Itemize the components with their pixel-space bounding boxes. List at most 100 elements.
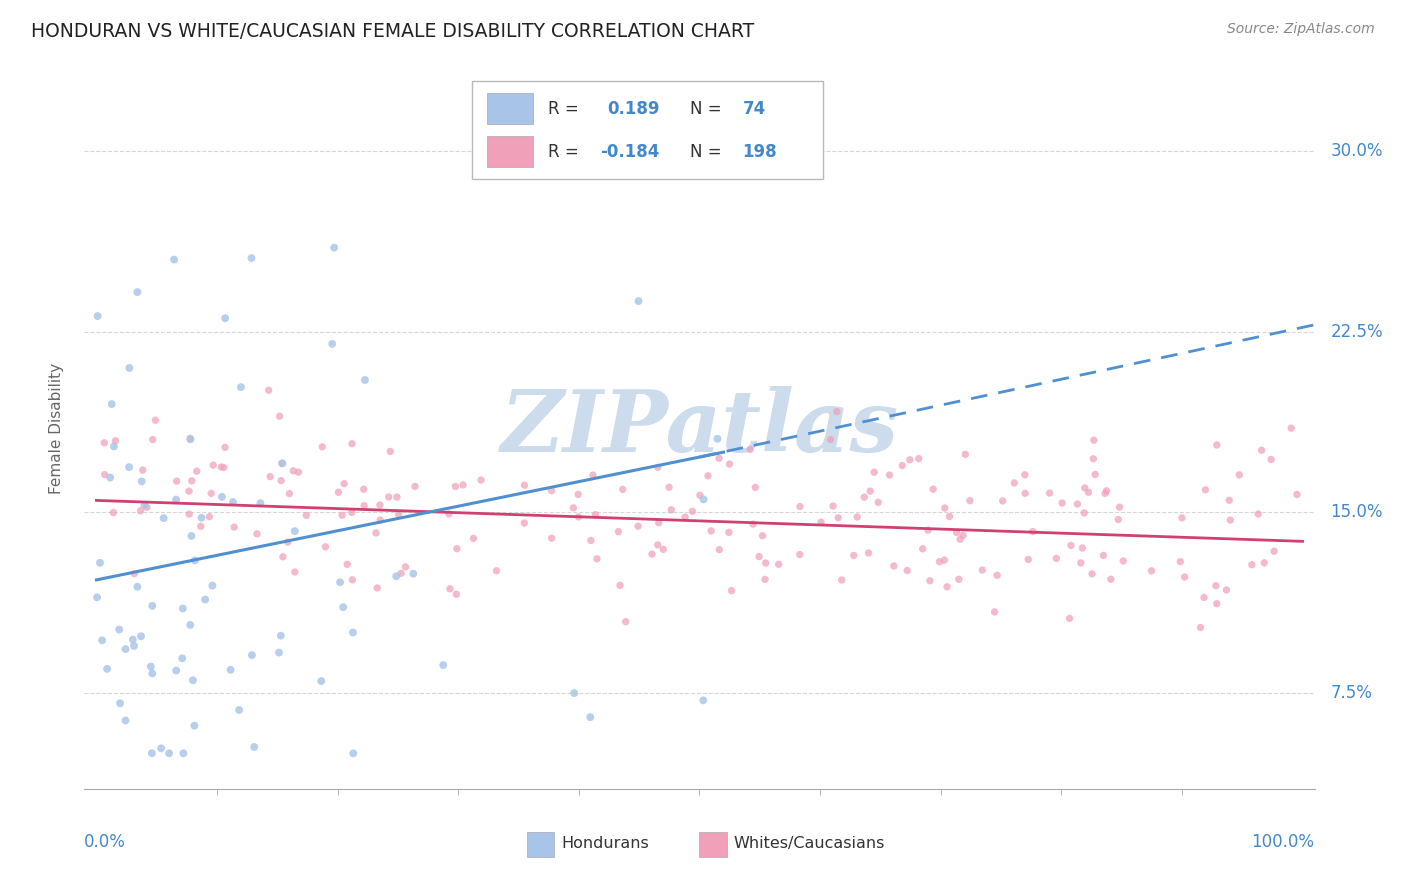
Point	[582, 468, 605, 483]
Point	[991, 494, 1014, 508]
Point	[1247, 507, 1270, 521]
Point	[1219, 513, 1241, 527]
Point	[896, 564, 918, 578]
Point	[89, 556, 111, 570]
Point	[718, 457, 741, 471]
Point	[385, 569, 408, 583]
Point	[1070, 556, 1092, 570]
Point	[1094, 486, 1116, 500]
FancyBboxPatch shape	[472, 81, 823, 179]
Point	[917, 523, 939, 537]
Point	[1250, 443, 1272, 458]
Point	[614, 615, 637, 629]
Point	[853, 490, 876, 504]
Point	[463, 532, 485, 546]
Point	[1140, 564, 1163, 578]
Point	[1192, 591, 1215, 605]
Text: 198: 198	[742, 143, 778, 161]
Point	[470, 473, 492, 487]
Point	[181, 673, 204, 688]
Point	[859, 484, 882, 499]
Point	[1107, 512, 1129, 526]
Point	[446, 541, 468, 556]
Point	[439, 582, 461, 596]
Point	[139, 659, 162, 673]
Point	[108, 623, 131, 637]
Point	[911, 541, 934, 556]
Point	[228, 703, 250, 717]
Point	[1084, 467, 1107, 482]
Point	[202, 458, 225, 472]
Point	[201, 578, 224, 592]
Point	[1218, 493, 1240, 508]
Point	[200, 486, 222, 500]
Point	[579, 533, 602, 548]
Point	[284, 565, 307, 579]
Point	[246, 526, 269, 541]
Point	[385, 490, 408, 504]
Point	[222, 495, 245, 509]
Text: N =: N =	[690, 100, 721, 118]
Point	[100, 397, 122, 411]
Point	[1039, 486, 1062, 500]
Point	[1279, 421, 1302, 435]
Point	[387, 507, 409, 521]
Point	[270, 457, 292, 471]
Point	[377, 490, 399, 504]
Point	[1081, 566, 1104, 581]
Point	[129, 504, 152, 518]
Text: 0.189: 0.189	[607, 100, 659, 118]
Point	[132, 463, 155, 477]
Point	[321, 336, 343, 351]
Point	[190, 519, 212, 533]
Point	[983, 605, 1005, 619]
Text: Whites/Caucasians: Whites/Caucasians	[734, 836, 886, 851]
Point	[707, 451, 730, 466]
Point	[194, 592, 217, 607]
Point	[198, 509, 221, 524]
Point	[340, 506, 363, 520]
Point	[820, 433, 842, 447]
Point	[179, 433, 201, 447]
Point	[278, 486, 301, 500]
Point	[1194, 483, 1216, 497]
Point	[165, 664, 187, 678]
Point	[342, 625, 364, 640]
Point	[607, 524, 630, 539]
Point	[562, 500, 585, 515]
Point	[1205, 579, 1227, 593]
Point	[1215, 582, 1237, 597]
Bar	[486, 136, 533, 167]
Point	[163, 252, 186, 267]
Point	[647, 460, 669, 475]
Point	[152, 511, 174, 525]
Point	[823, 499, 845, 513]
Point	[627, 519, 650, 533]
Text: 0.0%: 0.0%	[84, 833, 127, 851]
Point	[692, 693, 714, 707]
Point	[1014, 486, 1036, 500]
Y-axis label: Female Disability: Female Disability	[49, 362, 63, 494]
Point	[883, 558, 905, 573]
Point	[267, 646, 290, 660]
Point	[368, 498, 391, 512]
Point	[157, 746, 180, 760]
Bar	[700, 832, 727, 856]
Point	[697, 468, 720, 483]
Point	[934, 553, 956, 567]
Point	[180, 474, 202, 488]
Point	[945, 525, 967, 540]
Point	[1014, 467, 1036, 482]
Point	[240, 648, 263, 662]
Point	[172, 746, 194, 760]
Point	[742, 517, 765, 532]
Point	[229, 380, 252, 394]
Point	[179, 618, 201, 632]
Point	[224, 520, 246, 534]
Point	[681, 504, 703, 518]
Text: 30.0%: 30.0%	[1330, 142, 1384, 161]
Point	[209, 459, 232, 474]
Point	[949, 533, 972, 547]
Point	[114, 714, 136, 728]
Point	[1083, 451, 1105, 466]
